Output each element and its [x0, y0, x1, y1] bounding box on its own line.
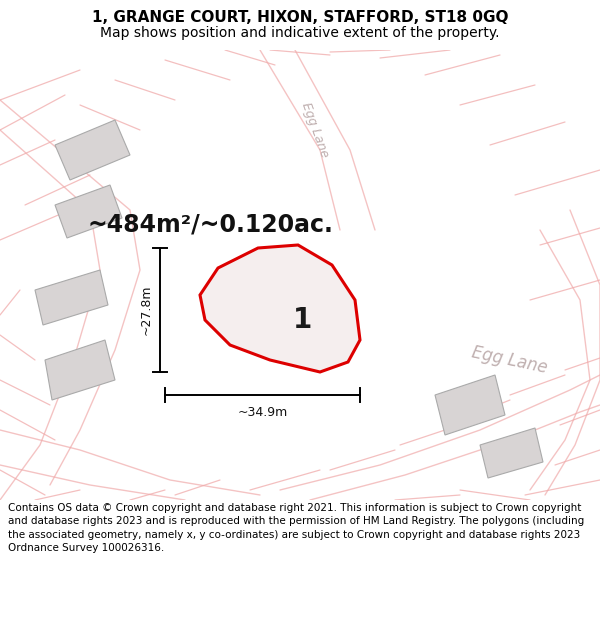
- Text: ~27.8m: ~27.8m: [139, 285, 152, 335]
- Polygon shape: [435, 375, 505, 435]
- Text: Map shows position and indicative extent of the property.: Map shows position and indicative extent…: [100, 26, 500, 40]
- Polygon shape: [55, 120, 130, 180]
- Polygon shape: [35, 270, 108, 325]
- Polygon shape: [200, 245, 360, 372]
- Text: Egg Lane: Egg Lane: [299, 101, 331, 159]
- Text: Egg Lane: Egg Lane: [470, 343, 550, 377]
- Text: 1: 1: [293, 306, 313, 334]
- Text: 1, GRANGE COURT, HIXON, STAFFORD, ST18 0GQ: 1, GRANGE COURT, HIXON, STAFFORD, ST18 0…: [92, 10, 508, 25]
- Text: Contains OS data © Crown copyright and database right 2021. This information is : Contains OS data © Crown copyright and d…: [8, 503, 584, 552]
- Polygon shape: [480, 428, 543, 478]
- Text: ~484m²/~0.120ac.: ~484m²/~0.120ac.: [87, 213, 333, 237]
- Text: ~34.9m: ~34.9m: [238, 406, 287, 419]
- Polygon shape: [55, 185, 122, 238]
- Polygon shape: [45, 340, 115, 400]
